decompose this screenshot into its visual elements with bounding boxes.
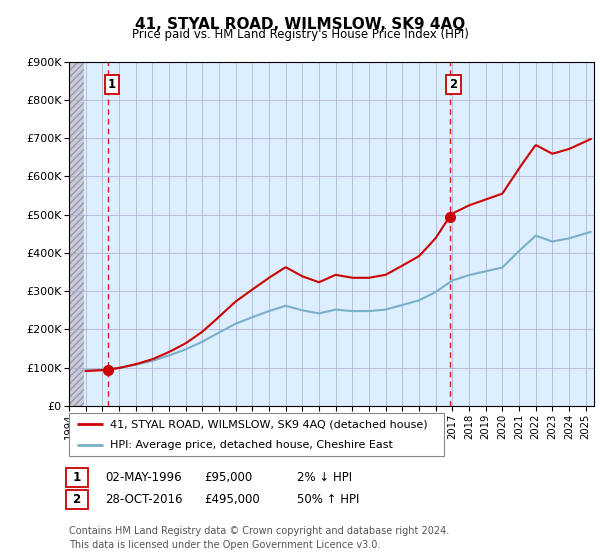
Text: 2: 2 — [69, 493, 85, 506]
Text: £495,000: £495,000 — [204, 493, 260, 506]
Text: 1: 1 — [108, 78, 116, 91]
Text: HPI: Average price, detached house, Cheshire East: HPI: Average price, detached house, Ches… — [110, 441, 393, 450]
Text: 2: 2 — [449, 78, 458, 91]
Text: 50% ↑ HPI: 50% ↑ HPI — [297, 493, 359, 506]
Text: 41, STYAL ROAD, WILMSLOW, SK9 4AQ: 41, STYAL ROAD, WILMSLOW, SK9 4AQ — [135, 17, 465, 32]
Text: Price paid vs. HM Land Registry's House Price Index (HPI): Price paid vs. HM Land Registry's House … — [131, 28, 469, 41]
Text: Contains HM Land Registry data © Crown copyright and database right 2024.
This d: Contains HM Land Registry data © Crown c… — [69, 526, 449, 549]
FancyBboxPatch shape — [69, 413, 444, 456]
Text: 1: 1 — [69, 470, 85, 484]
Text: 28-OCT-2016: 28-OCT-2016 — [105, 493, 182, 506]
Text: 02-MAY-1996: 02-MAY-1996 — [105, 470, 182, 484]
Bar — [69, 62, 85, 406]
Text: 2% ↓ HPI: 2% ↓ HPI — [297, 470, 352, 484]
Text: 41, STYAL ROAD, WILMSLOW, SK9 4AQ (detached house): 41, STYAL ROAD, WILMSLOW, SK9 4AQ (detac… — [110, 419, 428, 429]
Text: £95,000: £95,000 — [204, 470, 252, 484]
